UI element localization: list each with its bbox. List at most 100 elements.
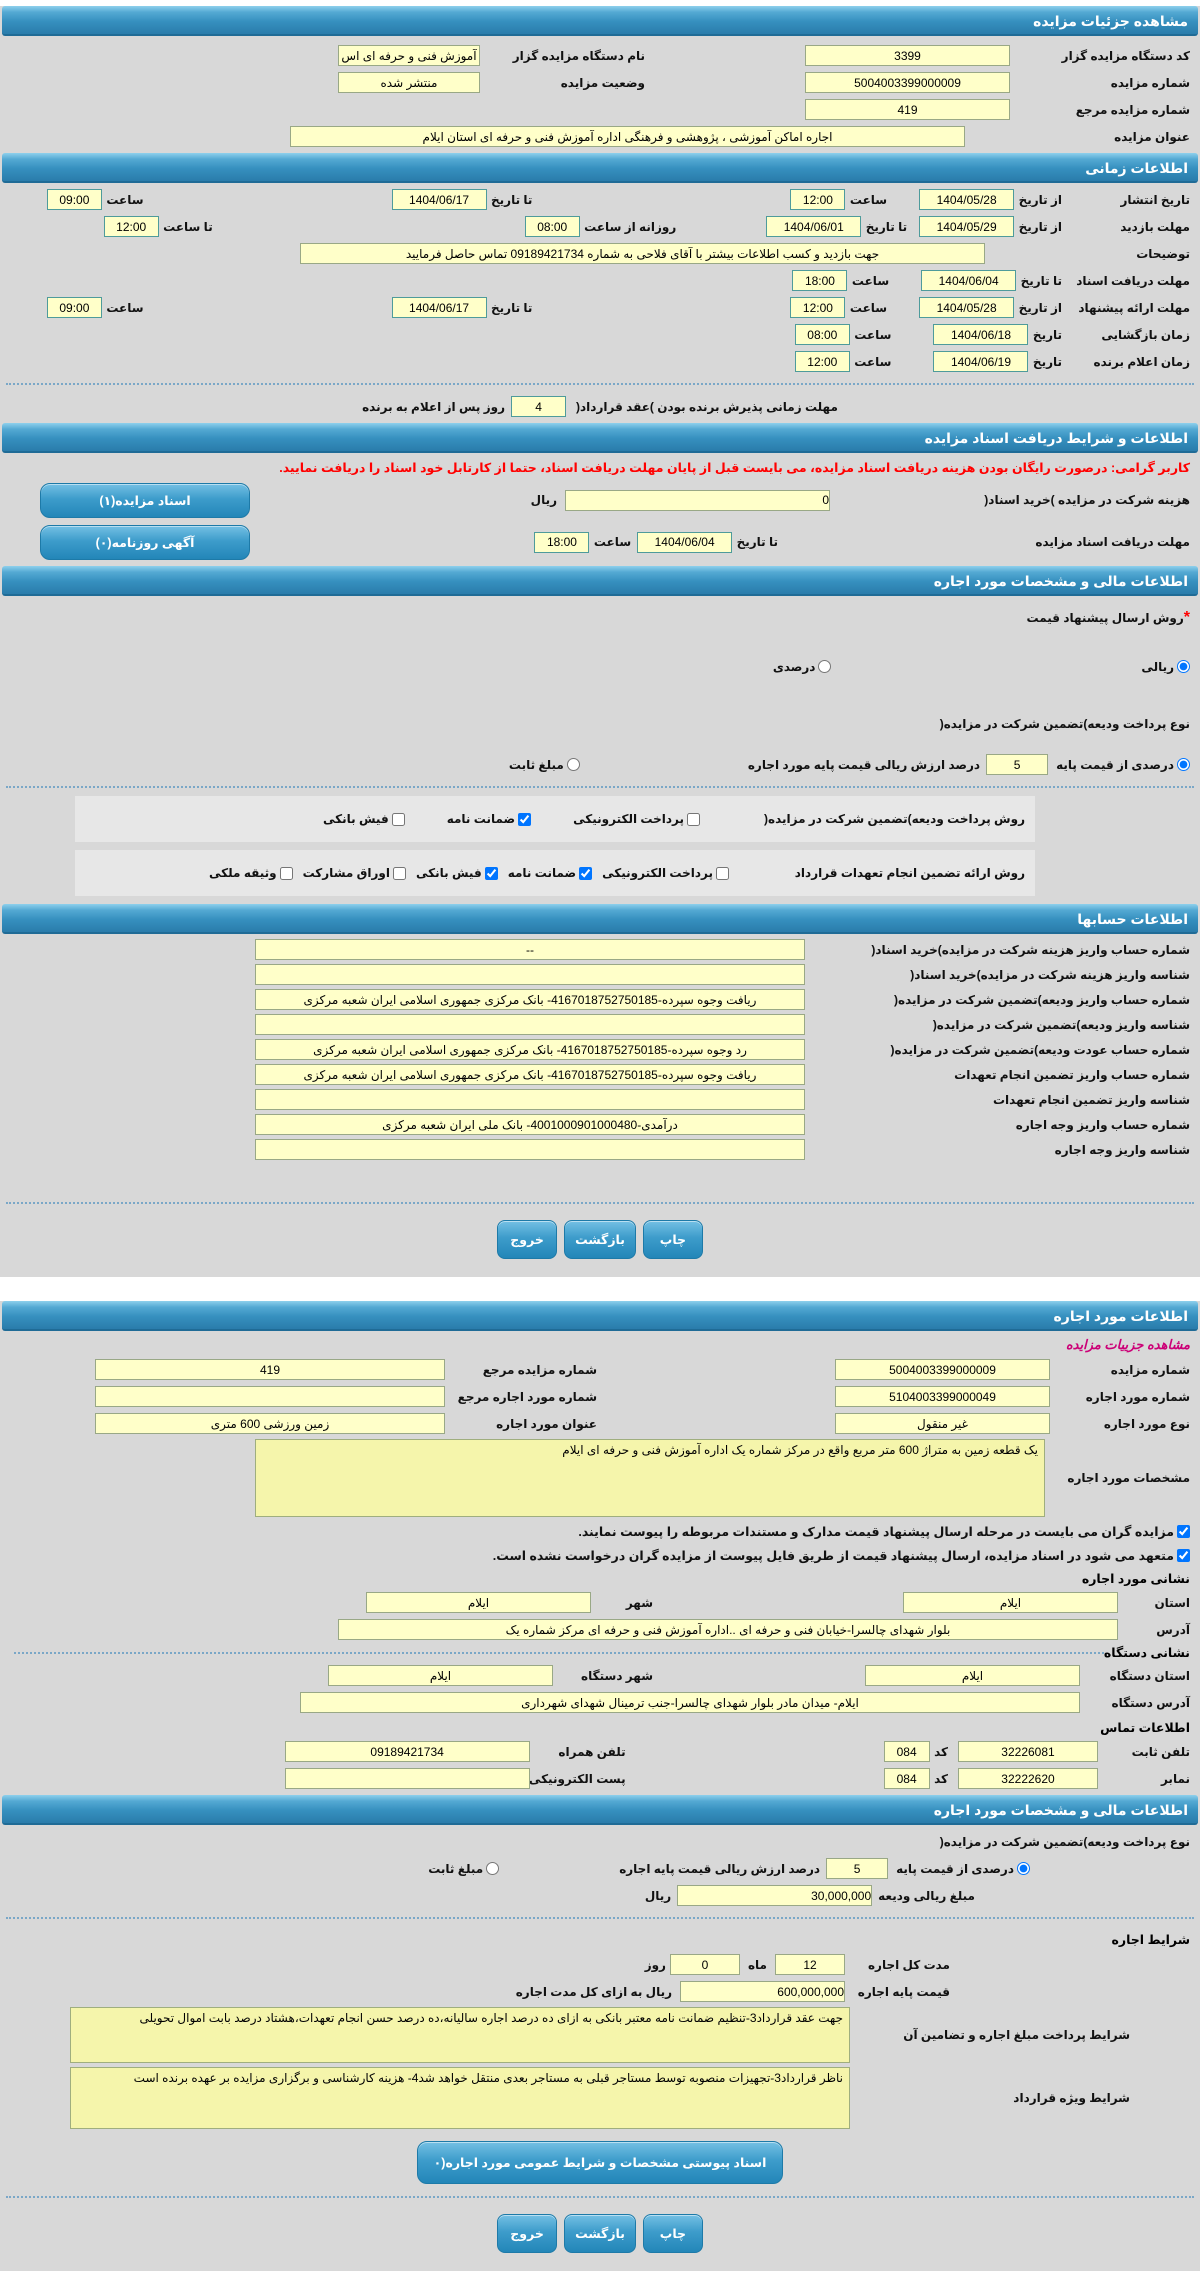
- percent-value-input[interactable]: [986, 754, 1049, 775]
- account-row-input[interactable]: [255, 964, 805, 985]
- fax-input[interactable]: [958, 1768, 1098, 1789]
- percent-value2-input[interactable]: [826, 1858, 889, 1879]
- newspaper-ad-button[interactable]: آگهی روزنامه(۰): [40, 524, 250, 560]
- offer-to-date[interactable]: [391, 297, 487, 318]
- g-electronic-label: پرداخت الکترونیکی: [602, 866, 713, 880]
- exit-button[interactable]: خروج: [497, 1220, 558, 1259]
- accept-days-input[interactable]: [511, 396, 567, 417]
- offer-from-time[interactable]: [790, 297, 846, 318]
- g-guarantee-letter-checkbox[interactable]: [579, 866, 593, 880]
- pm-guarantee-letter-checkbox[interactable]: [518, 812, 532, 826]
- percent-base2-radio[interactable]: [1017, 1862, 1030, 1875]
- account-row-input[interactable]: [255, 1064, 805, 1085]
- item-ref-no-input[interactable]: [95, 1386, 445, 1407]
- no-file-required-checkbox[interactable]: [1177, 1548, 1190, 1562]
- account-row-input[interactable]: [255, 1014, 805, 1035]
- auction-no-input[interactable]: [805, 72, 1010, 93]
- auction-subject-input[interactable]: [290, 126, 965, 147]
- opening-time[interactable]: [794, 324, 850, 345]
- print-button-2[interactable]: چاپ: [642, 2214, 703, 2253]
- item-auction-ref-input[interactable]: [95, 1359, 445, 1380]
- item-specs-textarea[interactable]: یک قطعه زمین به متراژ 600 متر مربع واقع …: [255, 1439, 1045, 1517]
- auction-docs-button[interactable]: اسناد مزایده(۱): [40, 482, 250, 518]
- item-title-input[interactable]: [95, 1413, 445, 1434]
- province-input[interactable]: [903, 1592, 1118, 1613]
- percent-radio[interactable]: [818, 660, 832, 673]
- day-label: روز: [644, 1957, 666, 1972]
- visit-daily-from-time[interactable]: [524, 216, 580, 237]
- rent-days-input[interactable]: [669, 1954, 740, 1975]
- g-bank-slip-checkbox[interactable]: [484, 866, 498, 880]
- visit-from-date[interactable]: [919, 216, 1015, 237]
- pay-terms-textarea[interactable]: جهت عقد قرارداد3-تنظیم ضمانت نامه معتبر …: [70, 2007, 850, 2063]
- deposit-amount-input[interactable]: [677, 1885, 873, 1906]
- account-row-input[interactable]: [255, 1039, 805, 1060]
- ref-no-input[interactable]: [805, 99, 1010, 120]
- publish-from-date[interactable]: [919, 189, 1015, 210]
- back-button[interactable]: بازگشت: [564, 1220, 636, 1259]
- g-property-collateral-checkbox[interactable]: [279, 866, 293, 880]
- rent-months-input[interactable]: [775, 1954, 845, 1975]
- pm-electronic-checkbox[interactable]: [687, 812, 700, 826]
- visit-daily-to-time[interactable]: [103, 216, 159, 237]
- city-input[interactable]: [366, 1592, 591, 1613]
- participation-fee-input[interactable]: [565, 489, 830, 511]
- publish-to-time[interactable]: [46, 189, 102, 210]
- auction-status-input[interactable]: [338, 72, 480, 93]
- section-header-time-info: اطلاعات زمانی: [2, 153, 1198, 183]
- docs-to-time[interactable]: [792, 270, 848, 291]
- offer-to-time[interactable]: [46, 297, 102, 318]
- agency-code-input[interactable]: [805, 45, 1010, 66]
- back-button-2[interactable]: بازگشت: [564, 2214, 636, 2253]
- notes-input[interactable]: [300, 243, 985, 264]
- publish-to-date[interactable]: [391, 189, 487, 210]
- account-row-input[interactable]: [255, 1139, 805, 1160]
- account-row-input[interactable]: [255, 989, 805, 1010]
- device-city-input[interactable]: [328, 1665, 553, 1686]
- account-row-input[interactable]: [255, 1089, 805, 1110]
- attach-docs-checkbox[interactable]: [1177, 1524, 1190, 1538]
- publish-from-time[interactable]: [790, 189, 846, 210]
- item-auction-no-input[interactable]: [835, 1359, 1050, 1380]
- winner-date[interactable]: [933, 351, 1029, 372]
- account-row-input[interactable]: [255, 939, 805, 960]
- agency-name-input[interactable]: [338, 45, 480, 66]
- fixed-amount2-label: مبلغ ثابت: [428, 1861, 484, 1876]
- opening-date[interactable]: [933, 324, 1029, 345]
- fixed-amount2-radio[interactable]: [486, 1862, 500, 1875]
- special-terms-textarea[interactable]: ناظر قرارداد3-تجهیزات منصوبه توسط مستاجر…: [70, 2067, 850, 2129]
- device-province-input[interactable]: [865, 1665, 1080, 1686]
- deadline-time-input[interactable]: [534, 531, 590, 553]
- fax-code-input[interactable]: [883, 1768, 930, 1789]
- account-row-input[interactable]: [255, 1114, 805, 1135]
- base-price-label: قیمت پایه اجاره: [857, 1984, 950, 1999]
- g-bonds-checkbox[interactable]: [393, 866, 406, 880]
- item-type-input[interactable]: [835, 1413, 1050, 1434]
- fixed-amount-radio[interactable]: [566, 758, 580, 771]
- g-electronic-checkbox[interactable]: [716, 866, 729, 880]
- base-price-input[interactable]: [680, 1981, 845, 2002]
- view-auction-details-link[interactable]: مشاهده جزییات مزایده: [1065, 1337, 1190, 1352]
- visit-from-label: از تاریخ: [1018, 219, 1062, 234]
- offer-from-date[interactable]: [919, 297, 1015, 318]
- percent-base-radio[interactable]: [1177, 758, 1190, 771]
- device-address-input[interactable]: [300, 1692, 1080, 1713]
- rial-radio[interactable]: [1177, 660, 1190, 673]
- address-input[interactable]: [338, 1619, 1118, 1640]
- phone-code-input[interactable]: [883, 1741, 930, 1762]
- mobile-input[interactable]: [284, 1741, 530, 1762]
- winner-time[interactable]: [794, 351, 850, 372]
- docs-deadline-label: مهلت دریافت اسناد: [1076, 273, 1190, 288]
- pm-bank-slip-checkbox[interactable]: [391, 812, 405, 826]
- phone-input[interactable]: [958, 1741, 1098, 1762]
- visit-to-date[interactable]: [766, 216, 862, 237]
- deadline-date-input[interactable]: [637, 531, 733, 553]
- docs-to-date[interactable]: [921, 270, 1017, 291]
- exit-button-2[interactable]: خروج: [497, 2214, 558, 2253]
- print-button[interactable]: چاپ: [642, 1220, 703, 1259]
- price-method-label: روش ارسال پیشنهاد قیمت: [1026, 610, 1184, 625]
- offer-from-label: از تاریخ: [1018, 300, 1062, 315]
- item-no-input[interactable]: [835, 1386, 1050, 1407]
- email-input[interactable]: [284, 1768, 530, 1789]
- attached-docs-button[interactable]: اسناد پیوستی مشخصات و شرایط عمومی مورد ا…: [416, 2141, 784, 2184]
